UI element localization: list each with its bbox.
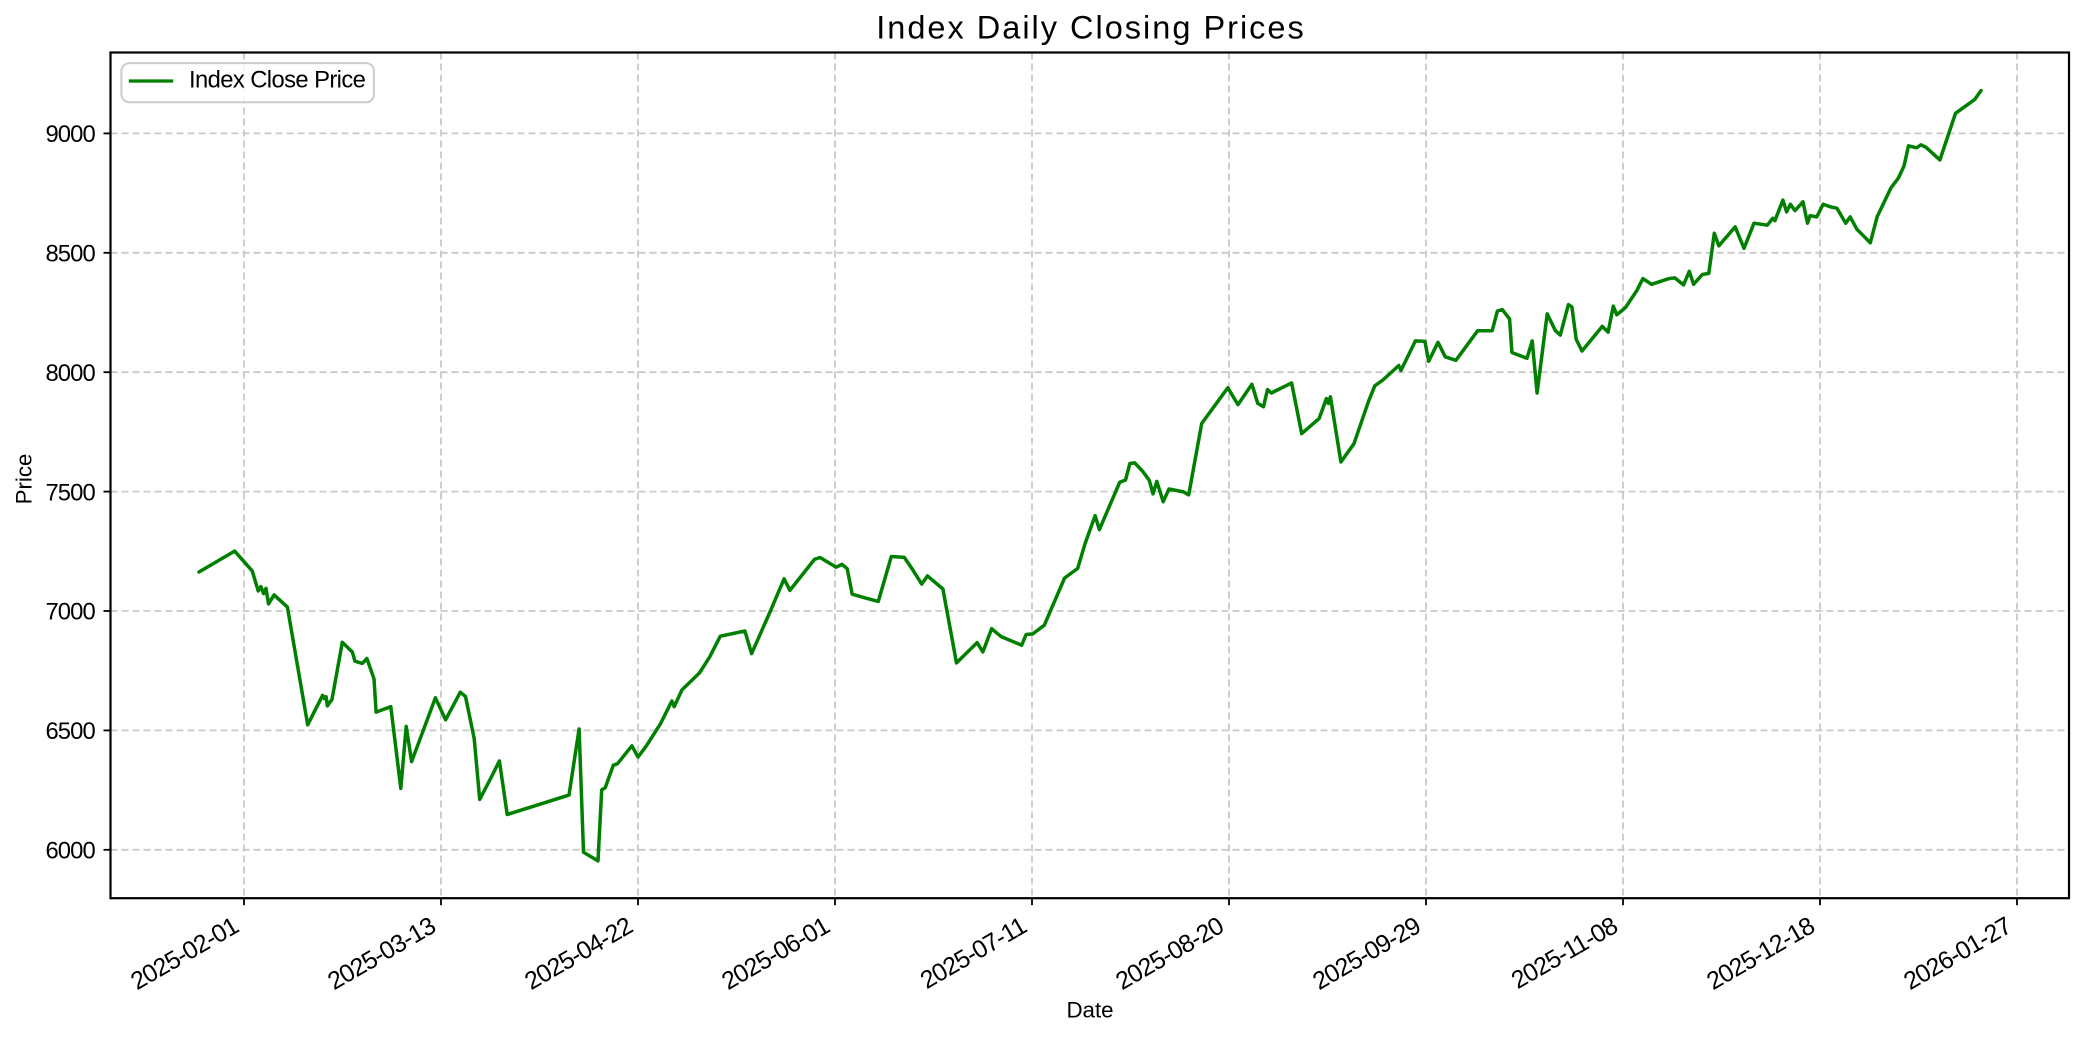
svg-text:Price: Price	[12, 454, 37, 505]
svg-text:7000: 7000	[45, 599, 95, 626]
svg-text:9000: 9000	[45, 121, 95, 148]
svg-text:Index Close Price: Index Close Price	[189, 67, 366, 94]
svg-text:6000: 6000	[45, 838, 95, 865]
svg-text:8500: 8500	[45, 241, 95, 268]
svg-text:8000: 8000	[45, 360, 95, 387]
svg-text:6500: 6500	[45, 718, 95, 745]
svg-text:7500: 7500	[45, 479, 95, 506]
svg-text:Date: Date	[1066, 997, 1113, 1022]
svg-text:Index Daily Closing Prices: Index Daily Closing Prices	[876, 10, 1306, 46]
